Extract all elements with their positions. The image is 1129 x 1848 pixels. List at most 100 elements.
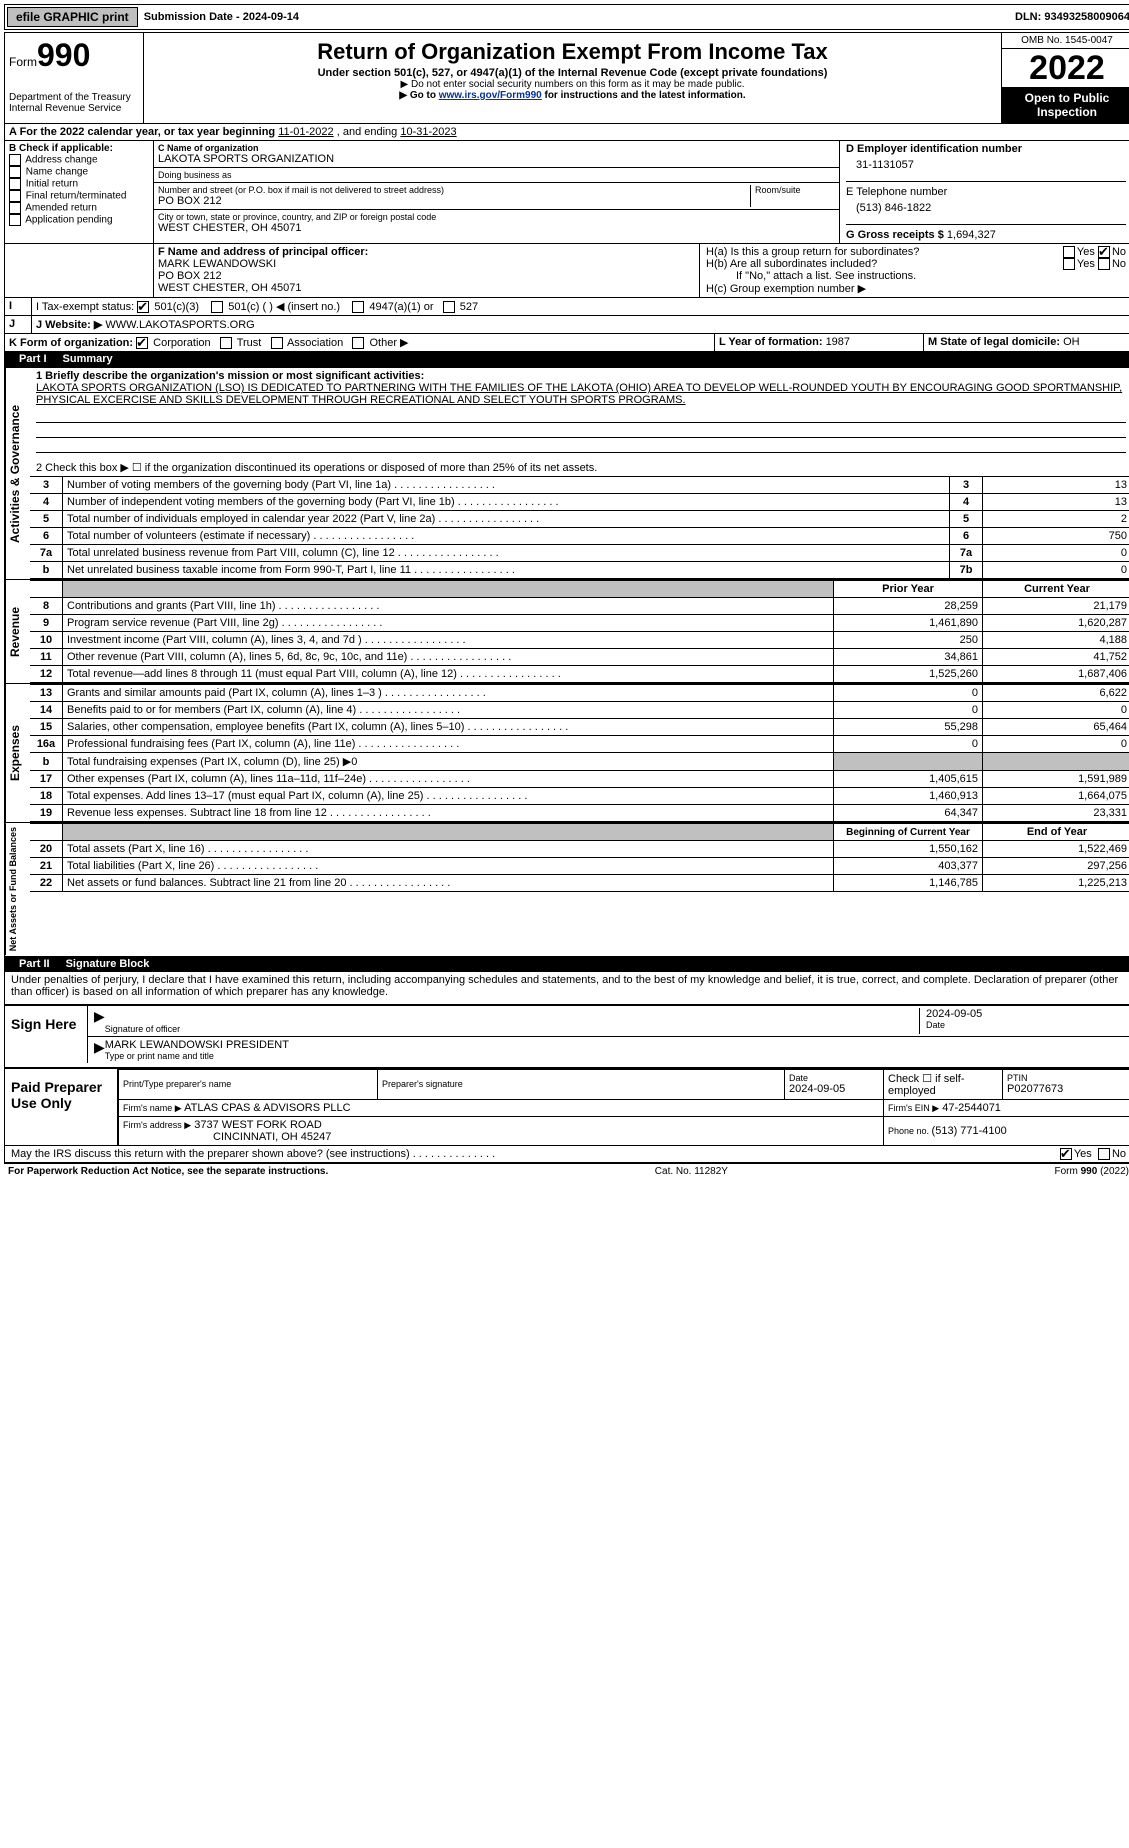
efile-button[interactable]: efile GRAPHIC print: [7, 7, 138, 27]
b-app-pending[interactable]: Application pending: [9, 214, 149, 226]
discuss-answer[interactable]: Yes No: [1060, 1148, 1126, 1160]
b-opt-4: Amended return: [25, 203, 97, 214]
footer-right: Form 990 (2022): [1055, 1166, 1129, 1177]
h-b: H(b) Are all subordinates included?: [706, 258, 877, 270]
h-a: H(a) Is this a group return for subordin…: [706, 246, 919, 258]
i-label: I Tax-exempt status:: [36, 301, 134, 313]
b-name-change[interactable]: Name change: [9, 166, 149, 178]
governance-label: Activities & Governance: [5, 368, 30, 579]
h-c: H(c) Group exemption number ▶: [706, 282, 1126, 295]
part-i-title: Summary: [63, 353, 113, 365]
footer: For Paperwork Reduction Act Notice, see …: [4, 1163, 1129, 1179]
i-527: 527: [460, 301, 478, 313]
part-i-header: Part I Summary: [5, 351, 1129, 367]
i-4947-check[interactable]: [352, 301, 364, 313]
phone-label: E Telephone number: [846, 182, 1126, 198]
firm-addr-label: Firm's address ▶: [123, 1120, 191, 1130]
b-opt-3: Final return/terminated: [26, 191, 127, 202]
b-final-return[interactable]: Final return/terminated: [9, 190, 149, 202]
m-value: OH: [1063, 336, 1080, 348]
tax-status-row: I I Tax-exempt status: 501(c)(3) 501(c) …: [5, 297, 1129, 315]
goto-post: for instructions and the latest informat…: [542, 90, 746, 101]
table-row: b Total fundraising expenses (Part IX, c…: [30, 753, 1129, 771]
officer-sig-label: Signature of officer: [105, 1024, 919, 1034]
table-row: 12 Total revenue—add lines 8 through 11 …: [30, 666, 1129, 683]
ein-value: 31-1131057: [846, 155, 1126, 181]
k-corp-check[interactable]: [136, 337, 148, 349]
ptin-value: P02077673: [1007, 1083, 1127, 1095]
dept-treasury: Department of the Treasury Internal Reve…: [9, 92, 139, 114]
i-501c: 501(c) ( ) ◀ (insert no.): [228, 301, 340, 313]
i-501c3-check[interactable]: [137, 301, 149, 313]
discuss-label: May the IRS discuss this return with the…: [11, 1148, 410, 1160]
section-f: F Name and address of principal officer:…: [153, 244, 699, 297]
i-527-check[interactable]: [443, 301, 455, 313]
netassets-label: Net Assets or Fund Balances: [5, 823, 30, 955]
i-501c-check[interactable]: [211, 301, 223, 313]
b-opt-5: Application pending: [25, 215, 112, 226]
table-row: b Net unrelated business taxable income …: [30, 562, 1129, 579]
l-value: 1987: [826, 336, 850, 348]
begin-year-header: Beginning of Current Year: [834, 824, 983, 841]
table-row: 17 Other expenses (Part IX, column (A), …: [30, 771, 1129, 788]
table-row: 18 Total expenses. Add lines 13–17 (must…: [30, 788, 1129, 805]
room-label: Room/suite: [755, 185, 835, 195]
dln-value: 93493258009064: [1044, 11, 1129, 23]
b-amended[interactable]: Amended return: [9, 202, 149, 214]
k-assoc: Association: [287, 337, 343, 349]
b-address-change[interactable]: Address change: [9, 154, 149, 166]
self-employed: Check ☐ if self-employed: [884, 1069, 1003, 1099]
yes-label: Yes: [1077, 246, 1095, 258]
c-name-label: C Name of organization: [158, 143, 835, 153]
arrow-icon-2: ▶: [94, 1039, 105, 1061]
k-trust-check[interactable]: [220, 337, 232, 349]
officer-name-title: MARK LEWANDOWSKI PRESIDENT: [105, 1039, 1126, 1051]
h-a-answer[interactable]: Yes No: [1063, 246, 1126, 258]
expenses-section: Expenses 13 Grants and similar amounts p…: [5, 683, 1129, 822]
period-end: 10-31-2023: [400, 126, 456, 138]
table-row: 21 Total liabilities (Part X, line 26) 4…: [30, 858, 1129, 875]
h-b-answer[interactable]: Yes No: [1063, 258, 1126, 270]
m-label: M State of legal domicile:: [928, 336, 1063, 348]
firm-ein-label: Firm's EIN ▶: [888, 1103, 939, 1113]
period-mid: , and ending: [337, 126, 401, 138]
section-i: I Tax-exempt status: 501(c)(3) 501(c) ( …: [32, 298, 1129, 315]
form-label: Form: [9, 55, 37, 69]
mission-text: LAKOTA SPORTS ORGANIZATION (LSO) IS DEDI…: [36, 382, 1126, 406]
submission-date: 2024-09-14: [243, 11, 299, 23]
l-label: L Year of formation:: [719, 336, 826, 348]
sig-date-label: Date: [926, 1020, 1126, 1030]
sig-date: 2024-09-05: [926, 1008, 1126, 1020]
k-assoc-check[interactable]: [271, 337, 283, 349]
table-row: 13 Grants and similar amounts paid (Part…: [30, 685, 1129, 702]
k-l-m-row: K Form of organization: Corporation Trus…: [5, 333, 1129, 351]
officer-city: WEST CHESTER, OH 45071: [158, 282, 695, 294]
table-row: 15 Salaries, other compensation, employe…: [30, 719, 1129, 736]
instructions-note: ▶ Go to www.irs.gov/Form990 for instruct…: [148, 90, 997, 101]
end-year-header: End of Year: [983, 824, 1129, 841]
open-to-public: Open to Public Inspection: [1002, 87, 1129, 123]
signature-block: Sign Here ▶ Signature of officer 2024-09…: [5, 1004, 1129, 1063]
k-other-check[interactable]: [352, 337, 364, 349]
street-label: Number and street (or P.O. box if mail i…: [158, 185, 750, 195]
table-row: 11 Other revenue (Part VIII, column (A),…: [30, 649, 1129, 666]
city-value: WEST CHESTER, OH 45071: [158, 222, 835, 234]
top-bar: efile GRAPHIC print Submission Date - 20…: [4, 4, 1129, 30]
prep-name-label: Print/Type preparer's name: [123, 1079, 373, 1089]
irs-link[interactable]: www.irs.gov/Form990: [439, 90, 542, 101]
discuss-text: May the IRS discuss this return with the…: [11, 1148, 1060, 1160]
revenue-label: Revenue: [5, 580, 30, 683]
street-value: PO BOX 212: [158, 195, 750, 207]
footer-form-num: 990: [1081, 1166, 1098, 1177]
k-label: K Form of organization:: [9, 337, 133, 349]
officer-street: PO BOX 212: [158, 270, 695, 282]
table-row: 8 Contributions and grants (Part VIII, l…: [30, 598, 1129, 615]
part-ii-num: Part II: [11, 958, 58, 970]
table-row: 10 Investment income (Part VIII, column …: [30, 632, 1129, 649]
b-initial-return[interactable]: Initial return: [9, 178, 149, 190]
form-header: Form990 Department of the Treasury Inter…: [5, 33, 1129, 123]
footer-year: 2022: [1103, 1166, 1125, 1177]
footer-mid: Cat. No. 11282Y: [655, 1166, 728, 1177]
name-title-label: Type or print name and title: [105, 1051, 1126, 1061]
penalty-statement: Under penalties of perjury, I declare th…: [5, 972, 1129, 1000]
